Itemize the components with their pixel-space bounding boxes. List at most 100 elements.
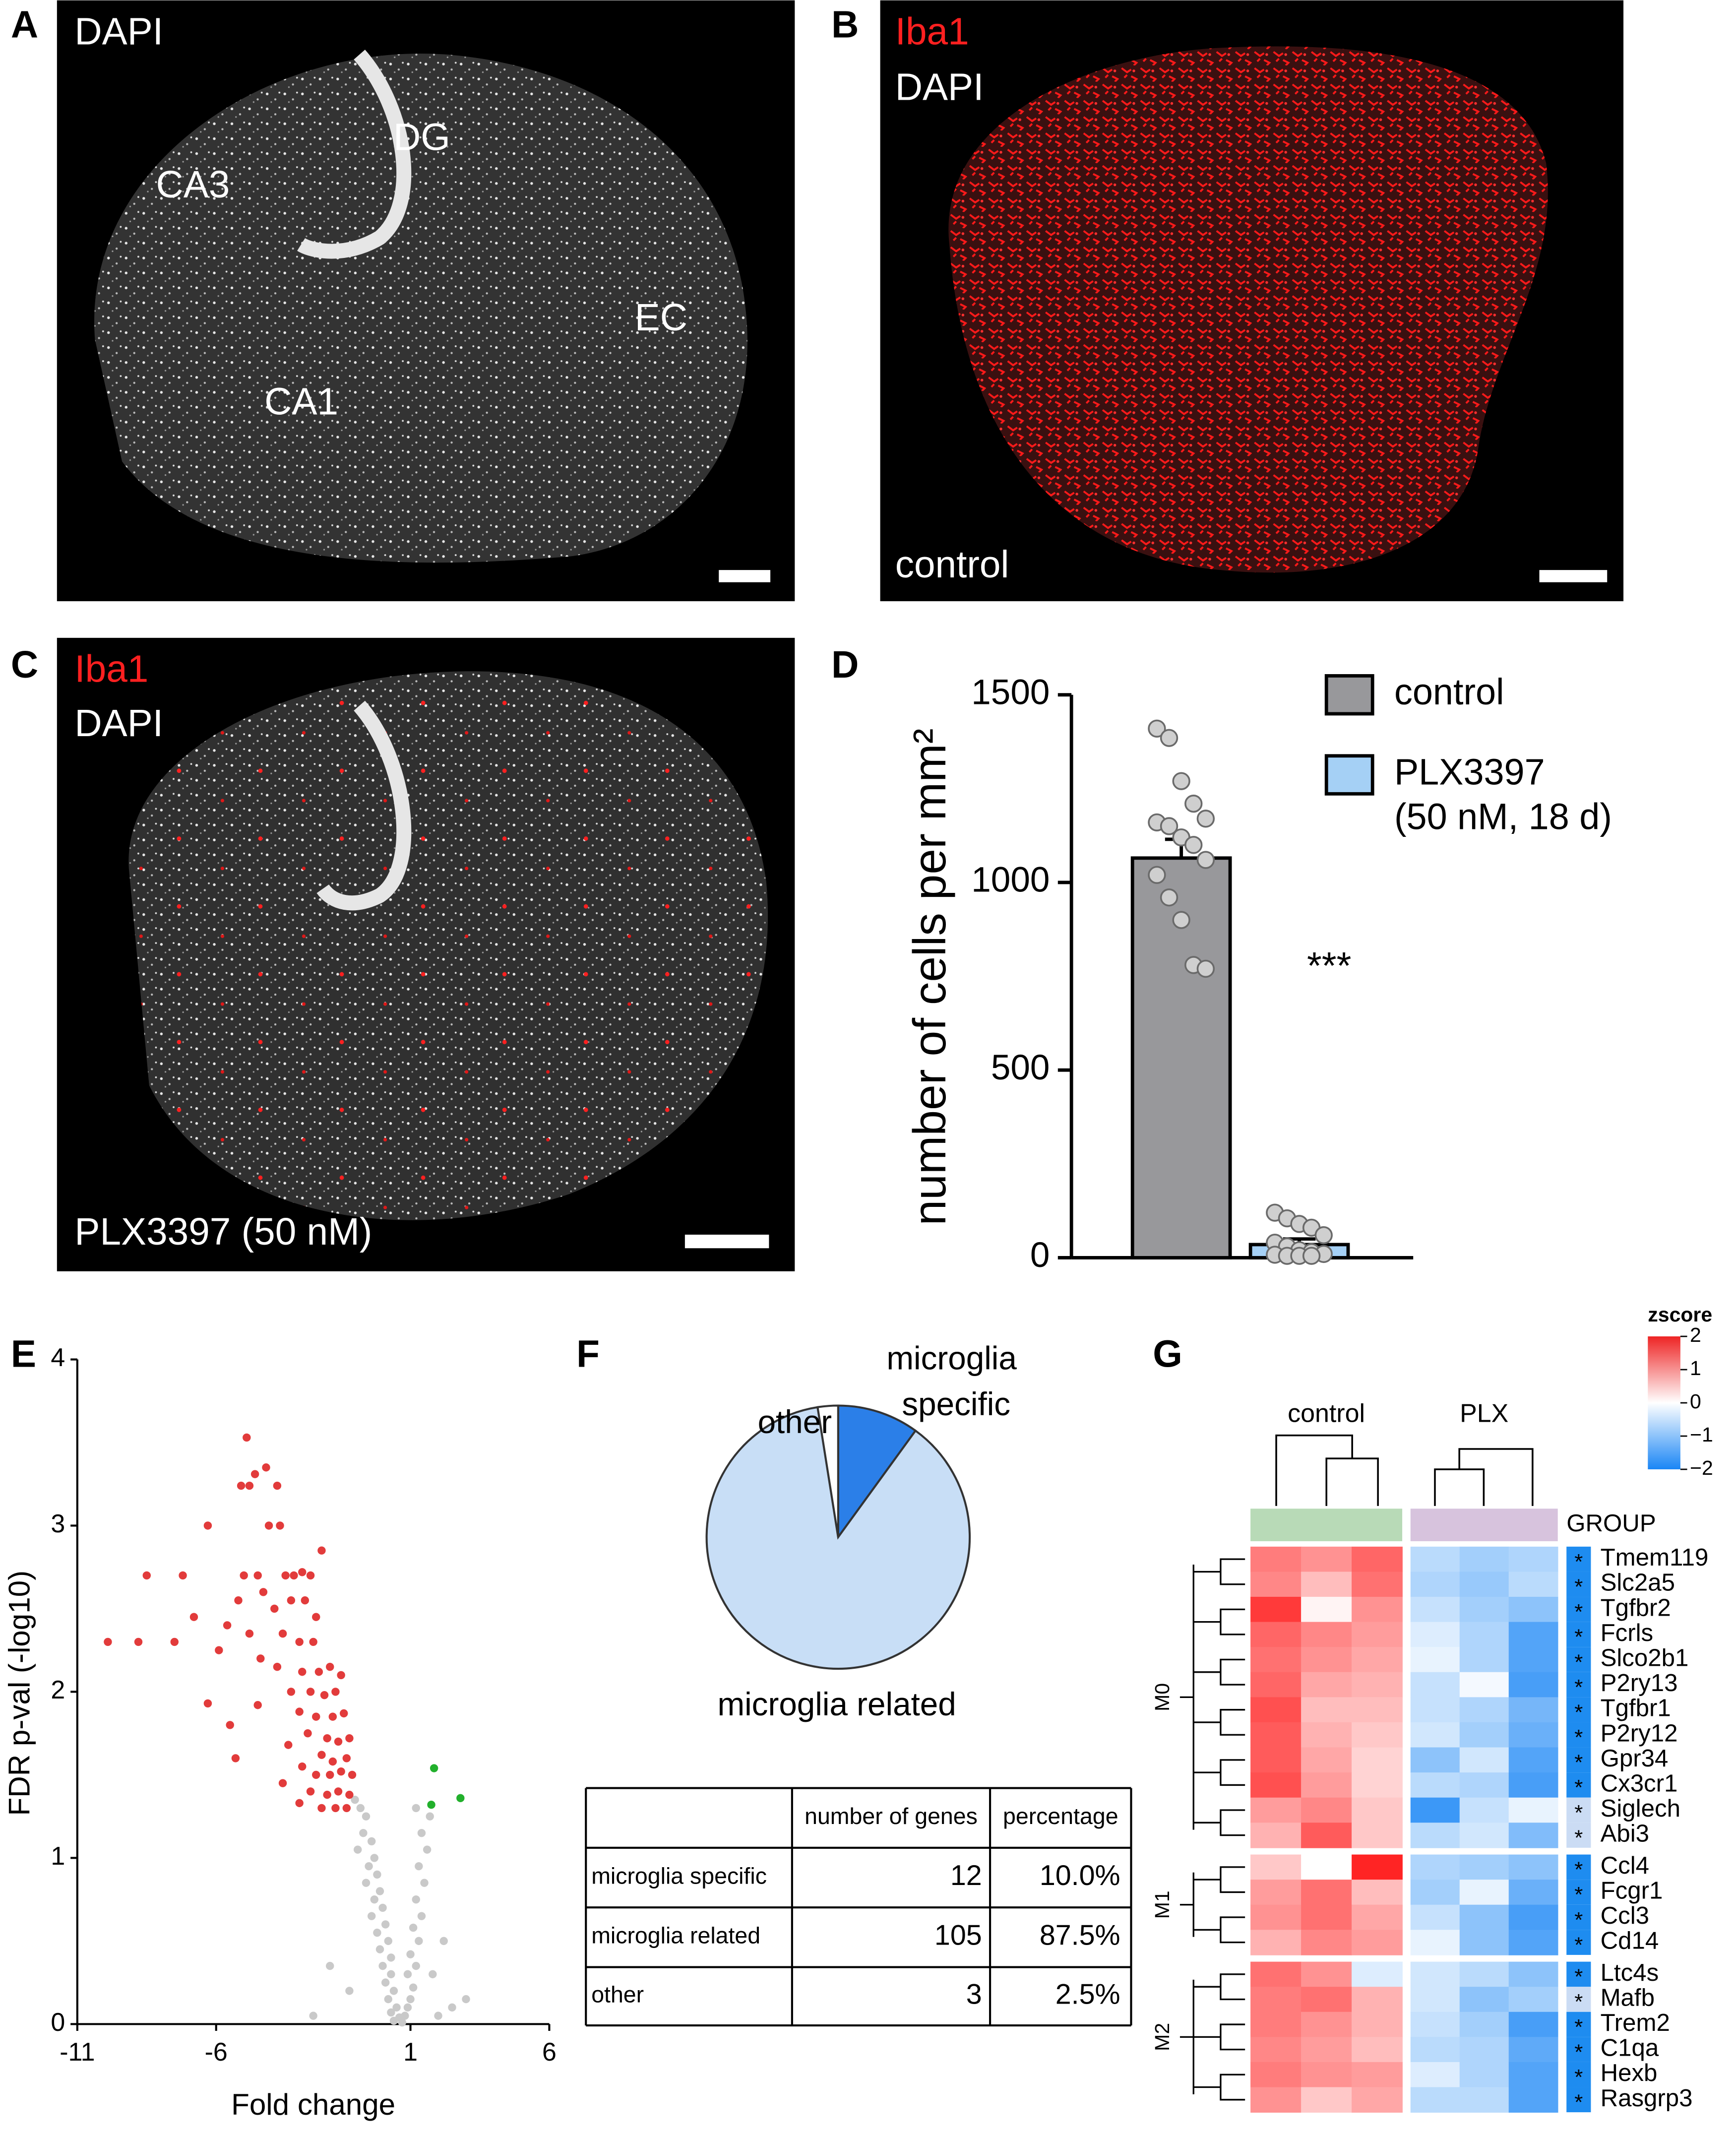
heatmap-cell — [1352, 1823, 1403, 1848]
gene-name: Ccl3 — [1601, 1902, 1649, 1929]
heatmap-cell — [1250, 1697, 1302, 1723]
data-point — [342, 1754, 351, 1762]
scale-bar — [1539, 570, 1608, 582]
flag-cell — [1566, 2037, 1591, 2062]
data-point — [1148, 719, 1166, 738]
data-point — [367, 1912, 376, 1920]
data-point — [250, 1470, 259, 1478]
data-point — [1148, 866, 1166, 884]
heatmap-cell — [1459, 1772, 1509, 1798]
heatmap-cell — [1459, 1571, 1509, 1597]
data-point — [331, 1804, 340, 1813]
data-point — [387, 1953, 395, 1962]
row-dendrogram — [1179, 1866, 1245, 1944]
heatmap-cell — [1250, 2062, 1302, 2088]
pie-slice — [705, 1406, 971, 1670]
pie-label: microglia related — [717, 1686, 956, 1722]
heatmap-cell — [1352, 2037, 1403, 2063]
gene-name: Hexb — [1601, 2059, 1658, 2086]
heatmap-cell — [1301, 1672, 1352, 1698]
heatmap-cell — [1508, 2062, 1558, 2088]
heatmap-cell — [1410, 1930, 1460, 1955]
data-point — [365, 1862, 373, 1871]
data-point — [417, 1828, 426, 1837]
heatmap-cell — [1410, 1904, 1460, 1931]
data-point — [298, 1668, 307, 1676]
flag: * — [1574, 2065, 1583, 2089]
data-point — [281, 1571, 290, 1580]
data-point — [345, 1734, 354, 1743]
data-point — [430, 1764, 438, 1772]
flag-cell — [1566, 1854, 1591, 1880]
heatmap-cell — [1301, 1597, 1352, 1623]
flag-cell — [1566, 1823, 1591, 1848]
flag-cell — [1566, 1622, 1591, 1647]
data-point — [234, 1596, 243, 1605]
data-point — [381, 1978, 390, 1987]
data-point — [1314, 1226, 1333, 1245]
heatmap-cell — [1250, 1747, 1302, 1773]
heatmap-cell — [1459, 1854, 1509, 1880]
data-point — [345, 1987, 354, 1995]
dentate-gyrus — [316, 700, 412, 911]
heatmap-cell — [1410, 1823, 1460, 1848]
flag-cell — [1566, 1697, 1591, 1722]
heatmap-cell — [1301, 1880, 1352, 1905]
gene-name: Tgfbr1 — [1601, 1695, 1671, 1722]
heatmap-cell — [1410, 2087, 1460, 2113]
y-tick-label: 1 — [51, 1842, 65, 1871]
gene-name: Siglech — [1601, 1795, 1680, 1822]
data-point — [264, 1521, 273, 1530]
flag: * — [1574, 1825, 1583, 1850]
heatmap-cell — [1508, 1647, 1558, 1673]
data-point — [1172, 911, 1190, 929]
data-point — [406, 1995, 415, 2004]
legend-swatch — [1324, 674, 1374, 716]
table-header: number of genes — [805, 1803, 978, 1829]
gene-name: Cd14 — [1601, 1927, 1659, 1954]
heatmap-cell — [1352, 1747, 1403, 1773]
data-point — [412, 1895, 420, 1904]
data-point — [340, 1709, 348, 1718]
scale-bar — [684, 1234, 769, 1249]
flag: * — [1574, 2040, 1583, 2064]
data-point — [215, 1646, 223, 1654]
flag-cell — [1566, 1571, 1591, 1597]
heatmap-cell — [1352, 1647, 1403, 1673]
gene-name: Gpr34 — [1601, 1745, 1669, 1772]
data-point — [367, 1837, 376, 1846]
heatmap-cell — [1250, 1571, 1302, 1597]
flag-cell — [1566, 1672, 1591, 1697]
annotation: *** — [1307, 945, 1351, 987]
heatmap-cell — [1459, 2011, 1509, 2038]
table-cell: 2.5% — [1055, 1978, 1120, 2010]
y-tick-label: 0 — [51, 2008, 65, 2037]
data-point — [243, 1433, 251, 1442]
heatmap-cell — [1301, 1961, 1352, 1987]
heatmap-cell — [1459, 1797, 1509, 1823]
heatmap-cell — [1250, 2087, 1302, 2113]
flag-cell — [1566, 1722, 1591, 1748]
heatmap-cell — [1410, 1571, 1460, 1597]
data-point — [179, 1571, 187, 1580]
data-point — [420, 1879, 429, 1887]
heatmap-cell — [1352, 2087, 1403, 2113]
group-bar — [1250, 1508, 1403, 1541]
flag-cell — [1566, 1880, 1591, 1905]
heatmap-cell — [1459, 1747, 1509, 1773]
data-point — [389, 1987, 398, 1995]
heatmap-cell — [1508, 1904, 1558, 1931]
colorbar-tick-label: 2 — [1690, 1323, 1701, 1346]
heatmap-cell — [1410, 1597, 1460, 1623]
flag-cell — [1566, 1546, 1591, 1572]
heatmap-cell — [1250, 1961, 1302, 1987]
dendrograms — [1275, 1434, 1534, 1506]
data-point — [287, 1688, 296, 1696]
heatmap-cell — [1459, 1930, 1509, 1955]
y-tick-label: 1500 — [971, 673, 1050, 712]
data-point — [439, 1937, 448, 1946]
data-point — [323, 1734, 331, 1743]
heatmap-cell — [1250, 1854, 1302, 1880]
flag: * — [1574, 1883, 1583, 1907]
data-point — [403, 2003, 412, 2012]
